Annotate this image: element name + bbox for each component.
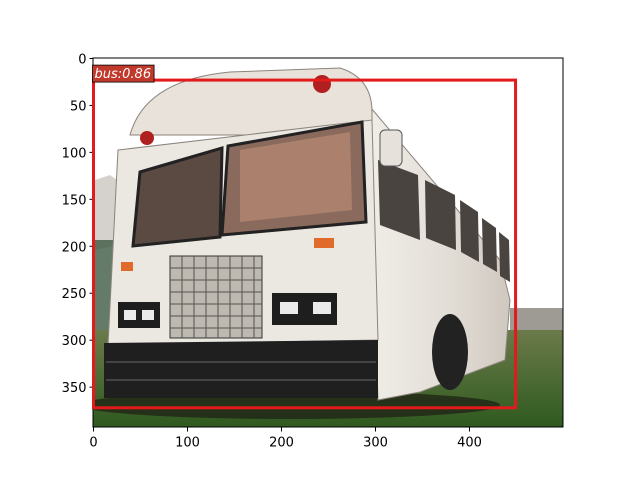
side-window xyxy=(460,200,479,262)
headlight-left-lamp xyxy=(142,310,154,320)
x-tick-label: 100 xyxy=(175,436,200,451)
side-window xyxy=(378,160,420,240)
x-axis: 0 100 200 300 400 xyxy=(89,427,482,451)
background-wall xyxy=(510,308,563,333)
headlight-right-lamp xyxy=(280,302,298,314)
y-tick-label: 200 xyxy=(62,240,87,255)
detection-label-bg xyxy=(92,64,155,83)
y-tick-label: 300 xyxy=(62,334,87,349)
y-tick-label: 250 xyxy=(62,287,87,302)
bus-roof xyxy=(129,67,373,136)
bumper xyxy=(104,340,378,398)
photo xyxy=(93,58,563,427)
y-tick-label: 100 xyxy=(62,146,87,161)
side-window xyxy=(499,232,510,282)
side-window xyxy=(482,218,497,272)
turn-signal xyxy=(314,238,334,248)
mirror xyxy=(379,129,403,167)
headlight-left-lamp xyxy=(124,310,136,320)
x-tick-label: 400 xyxy=(457,436,482,451)
y-axis: 0 50 100 150 200 250 300 350 xyxy=(62,53,94,396)
grille-lines xyxy=(170,256,262,338)
grille xyxy=(169,255,263,339)
y-tick-label: 0 xyxy=(78,53,86,68)
side-window xyxy=(425,180,456,250)
x-tick-label: 200 xyxy=(269,436,294,451)
curtain xyxy=(240,132,352,222)
headlight-right-lamp xyxy=(313,302,331,314)
detection-box xyxy=(92,78,518,410)
y-tick-label: 350 xyxy=(62,381,87,396)
x-tick-label: 300 xyxy=(363,436,388,451)
turn-signal xyxy=(121,262,133,271)
windshield-left xyxy=(131,145,224,248)
y-tick-label: 150 xyxy=(62,193,87,208)
marker-light xyxy=(140,131,154,145)
wheel xyxy=(432,314,468,390)
y-tick-label: 50 xyxy=(70,99,87,114)
marker-light xyxy=(313,75,331,93)
detection-label: bus:0.86 xyxy=(95,67,152,82)
x-tick-label: 0 xyxy=(89,436,97,451)
shadow xyxy=(93,391,500,419)
